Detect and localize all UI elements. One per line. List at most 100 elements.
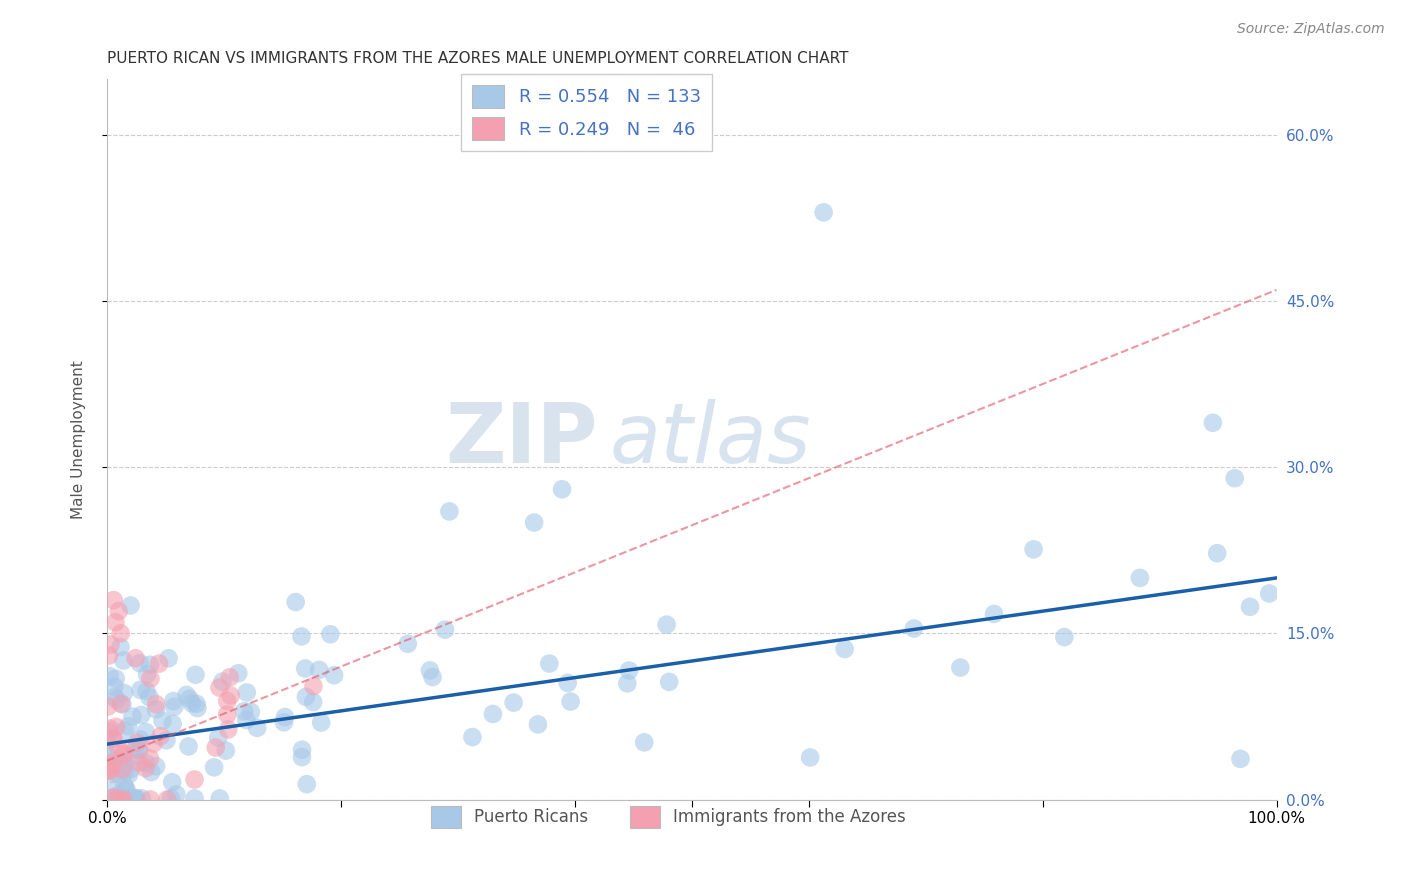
Point — [246, 721, 269, 735]
Point — [239, 705, 262, 719]
Point — [98, 724, 121, 739]
Text: Source: ZipAtlas.com: Source: ZipAtlas.com — [1237, 22, 1385, 37]
Point — [152, 714, 174, 728]
Point — [125, 791, 148, 805]
Point — [103, 731, 125, 746]
Point — [162, 716, 184, 731]
Point — [157, 651, 180, 665]
Point — [145, 697, 167, 711]
Point — [1206, 546, 1229, 560]
Point — [183, 772, 205, 787]
Point — [131, 707, 153, 722]
Point — [160, 791, 183, 805]
Point — [202, 760, 225, 774]
Point — [97, 699, 120, 714]
Point — [105, 789, 128, 803]
Point — [136, 667, 159, 681]
Point — [110, 626, 132, 640]
Point — [139, 657, 162, 672]
Point — [111, 763, 134, 777]
Point — [135, 725, 157, 739]
Point — [142, 737, 165, 751]
Point — [302, 679, 325, 693]
Point — [308, 663, 330, 677]
Point — [118, 767, 141, 781]
Point — [834, 642, 856, 657]
Point — [103, 593, 125, 607]
Point — [111, 791, 134, 805]
Point — [655, 617, 678, 632]
Point — [1129, 571, 1152, 585]
Point — [101, 732, 124, 747]
Point — [112, 747, 135, 762]
Point — [129, 682, 152, 697]
Point — [291, 742, 314, 756]
Point — [103, 680, 125, 694]
Point — [122, 791, 145, 805]
Text: PUERTO RICAN VS IMMIGRANTS FROM THE AZORES MALE UNEMPLOYMENT CORRELATION CHART: PUERTO RICAN VS IMMIGRANTS FROM THE AZOR… — [107, 51, 849, 66]
Point — [108, 742, 131, 756]
Point — [104, 782, 127, 797]
Point — [121, 709, 143, 723]
Point — [98, 722, 121, 736]
Point — [183, 791, 205, 805]
Point — [149, 729, 172, 743]
Point — [105, 692, 128, 706]
Point — [124, 651, 146, 665]
Point — [160, 775, 183, 789]
Point — [125, 736, 148, 750]
Point — [163, 699, 186, 714]
Point — [1223, 471, 1246, 485]
Point — [100, 767, 122, 781]
Point — [112, 756, 135, 771]
Point — [291, 750, 314, 764]
Point — [105, 755, 128, 769]
Point — [461, 730, 484, 744]
Point — [105, 720, 128, 734]
Point — [110, 640, 132, 654]
Point — [103, 790, 125, 805]
Point — [145, 702, 167, 716]
Point — [115, 791, 138, 805]
Point — [302, 695, 325, 709]
Point — [165, 788, 187, 802]
Point — [112, 778, 135, 792]
Point — [141, 765, 163, 780]
Point — [1053, 630, 1076, 644]
Point — [396, 637, 419, 651]
Point — [124, 742, 146, 756]
Point — [228, 666, 250, 681]
Point — [799, 750, 821, 764]
Point — [97, 748, 120, 763]
Point — [180, 697, 202, 711]
Y-axis label: Male Unemployment: Male Unemployment — [72, 360, 86, 519]
Point — [179, 691, 201, 706]
Point — [551, 483, 574, 497]
Point — [135, 684, 157, 698]
Point — [139, 672, 162, 686]
Point — [482, 706, 505, 721]
Point — [538, 657, 561, 671]
Point — [128, 743, 150, 757]
Point — [124, 791, 146, 805]
Point — [104, 672, 127, 686]
Point — [217, 707, 239, 722]
Point — [186, 697, 208, 711]
Point — [617, 664, 640, 678]
Point — [217, 723, 239, 737]
Legend: Puerto Ricans, Immigrants from the Azores: Puerto Ricans, Immigrants from the Azore… — [425, 799, 912, 834]
Point — [560, 694, 582, 708]
Point — [219, 689, 242, 703]
Point — [527, 717, 550, 731]
Point — [439, 504, 461, 518]
Point — [949, 660, 972, 674]
Point — [112, 686, 135, 700]
Point — [129, 732, 152, 747]
Point — [139, 751, 162, 765]
Point — [101, 791, 124, 805]
Point — [112, 654, 135, 668]
Point — [658, 674, 681, 689]
Point — [616, 676, 638, 690]
Point — [139, 792, 162, 806]
Point — [120, 599, 142, 613]
